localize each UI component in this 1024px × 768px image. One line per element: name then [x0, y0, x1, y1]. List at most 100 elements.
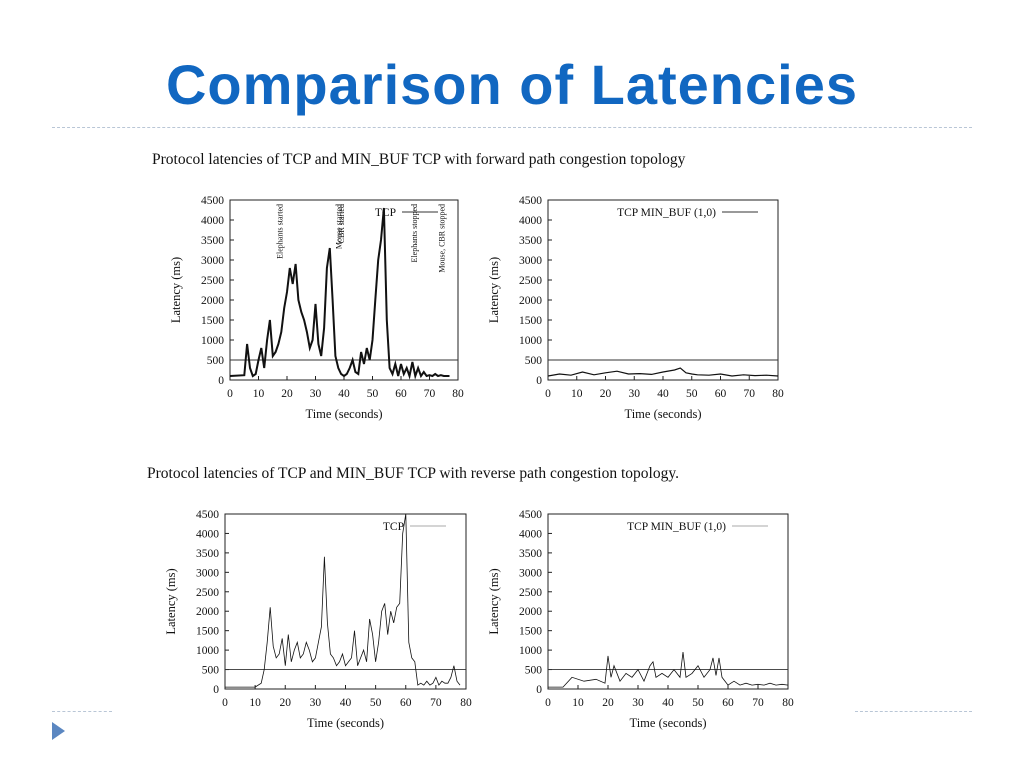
- y-tick-label: 1500: [519, 626, 542, 638]
- latency-series-line: [225, 513, 461, 688]
- x-tick-label: 50: [692, 697, 704, 709]
- x-tick-label: 30: [310, 697, 322, 709]
- x-tick-label: 40: [338, 388, 350, 400]
- y-tick-label: 2500: [201, 275, 224, 287]
- y-tick-label: 4000: [519, 528, 542, 540]
- event-annotation: Elephants started: [275, 204, 284, 259]
- y-tick-label: 2000: [519, 606, 542, 618]
- event-annotation: Elephants stopped: [410, 204, 419, 262]
- y-tick-label: 3500: [519, 548, 542, 560]
- forward-topology-caption: Protocol latencies of TCP and MIN_BUF TC…: [152, 151, 686, 168]
- x-tick-label: 60: [395, 388, 407, 400]
- footer-divider-left: [52, 711, 112, 712]
- x-tick-label: 40: [662, 697, 674, 709]
- plot-frame: [547, 199, 779, 381]
- x-tick-label: 20: [280, 697, 292, 709]
- legend-label: TCP: [375, 207, 396, 219]
- latency-series-line: [548, 652, 789, 688]
- y-tick-label: 3000: [519, 255, 542, 267]
- y-tick-label: 500: [525, 665, 543, 677]
- x-tick-label: 30: [632, 697, 644, 709]
- x-tick-label: 30: [310, 388, 322, 400]
- legend-label: TCP MIN_BUF (1,0): [617, 207, 716, 219]
- legend-label: TCP: [383, 521, 404, 533]
- x-tick-label: 40: [657, 388, 669, 400]
- y-tick-label: 1000: [201, 335, 224, 347]
- y-tick-label: 3000: [519, 567, 542, 579]
- forward-tcp-chart: 0 500 1000 1500 2000 2500 3000 3500 4000 4500 0 10 2…: [169, 195, 464, 421]
- x-tick-label: 10: [572, 697, 584, 709]
- x-tick-label: 80: [772, 388, 784, 400]
- plot-frame: [547, 513, 789, 690]
- footer-divider-right: [855, 711, 972, 712]
- y-axis-label: Latency (ms): [487, 568, 501, 634]
- x-axis-label: Time (seconds): [630, 716, 707, 730]
- x-tick-label: 80: [782, 697, 794, 709]
- x-tick-label: 10: [253, 388, 265, 400]
- x-tick-label: 0: [545, 697, 551, 709]
- x-tick-label: 20: [281, 388, 293, 400]
- y-tick-label: 1500: [196, 626, 219, 638]
- reverse-topology-caption: Protocol latencies of TCP and MIN_BUF TC…: [147, 465, 679, 482]
- y-tick-label: 3500: [201, 235, 224, 247]
- title-divider: [52, 127, 972, 128]
- y-tick-label: 3000: [201, 255, 224, 267]
- x-tick-label: 80: [460, 697, 472, 709]
- y-tick-label: 2500: [519, 275, 542, 287]
- x-tick-label: 30: [629, 388, 641, 400]
- y-tick-label: 1000: [519, 335, 542, 347]
- y-tick-label: 4000: [201, 215, 224, 227]
- x-tick-label: 50: [367, 388, 379, 400]
- y-tick-label: 2000: [196, 606, 219, 618]
- event-annotation: CBR started: [337, 204, 346, 243]
- x-tick-label: 60: [715, 388, 727, 400]
- y-tick-label: 4000: [196, 528, 219, 540]
- y-tick-label: 500: [525, 355, 543, 367]
- reverse-tcp-chart: 0 500 1000 1500 2000 2500 3000 3500 4000 4500 0 10 2…: [164, 509, 472, 730]
- plot-frame: [224, 513, 467, 690]
- y-tick-label: 0: [213, 684, 219, 696]
- legend-label: TCP MIN_BUF (1,0): [627, 521, 726, 533]
- y-tick-label: 2000: [519, 295, 542, 307]
- y-tick-label: 4000: [519, 215, 542, 227]
- x-axis-label: Time (seconds): [625, 407, 702, 421]
- y-tick-label: 0: [536, 375, 542, 387]
- y-tick-label: 4500: [519, 509, 542, 521]
- x-tick-label: 20: [602, 697, 614, 709]
- y-tick-label: 1000: [519, 645, 542, 657]
- y-axis-label: Latency (ms): [164, 568, 178, 634]
- x-tick-label: 50: [686, 388, 698, 400]
- x-tick-label: 70: [430, 697, 442, 709]
- x-tick-label: 60: [722, 697, 734, 709]
- x-axis-label: Time (seconds): [306, 407, 383, 421]
- x-axis-label: Time (seconds): [307, 716, 384, 730]
- latency-series-line: [229, 207, 450, 380]
- y-tick-label: 2500: [519, 587, 542, 599]
- event-annotation: Mouse, CBR stopped: [437, 204, 446, 273]
- y-tick-label: 1500: [519, 315, 542, 327]
- slide-title: Comparison of Latencies: [165, 53, 859, 116]
- x-tick-label: 50: [370, 697, 382, 709]
- latency-series-line: [547, 367, 779, 377]
- y-tick-label: 2500: [196, 587, 219, 599]
- y-tick-label: 500: [207, 355, 225, 367]
- y-axis-label: Latency (ms): [169, 257, 183, 323]
- x-tick-label: 40: [340, 697, 352, 709]
- x-tick-label: 0: [222, 697, 228, 709]
- x-tick-label: 70: [424, 388, 436, 400]
- y-tick-label: 500: [202, 665, 220, 677]
- x-tick-label: 80: [452, 388, 464, 400]
- y-tick-label: 4500: [519, 195, 542, 207]
- y-tick-label: 4500: [196, 509, 219, 521]
- y-axis-label: Latency (ms): [487, 257, 501, 323]
- y-tick-label: 0: [218, 375, 224, 387]
- x-tick-label: 0: [545, 388, 551, 400]
- x-tick-label: 70: [752, 697, 764, 709]
- y-tick-label: 1500: [201, 315, 224, 327]
- triangle-bullet-icon: [52, 722, 65, 740]
- reverse-minbuf-chart: 0 500 1000 1500 2000 2500 3000 3500 4000 4500 0 10 2…: [487, 509, 794, 730]
- x-tick-label: 70: [744, 388, 756, 400]
- x-tick-label: 0: [227, 388, 233, 400]
- x-tick-label: 10: [571, 388, 583, 400]
- forward-minbuf-chart: 0 500 1000 1500 2000 2500 3000 3500 4000 4500 0 10 2…: [487, 195, 784, 421]
